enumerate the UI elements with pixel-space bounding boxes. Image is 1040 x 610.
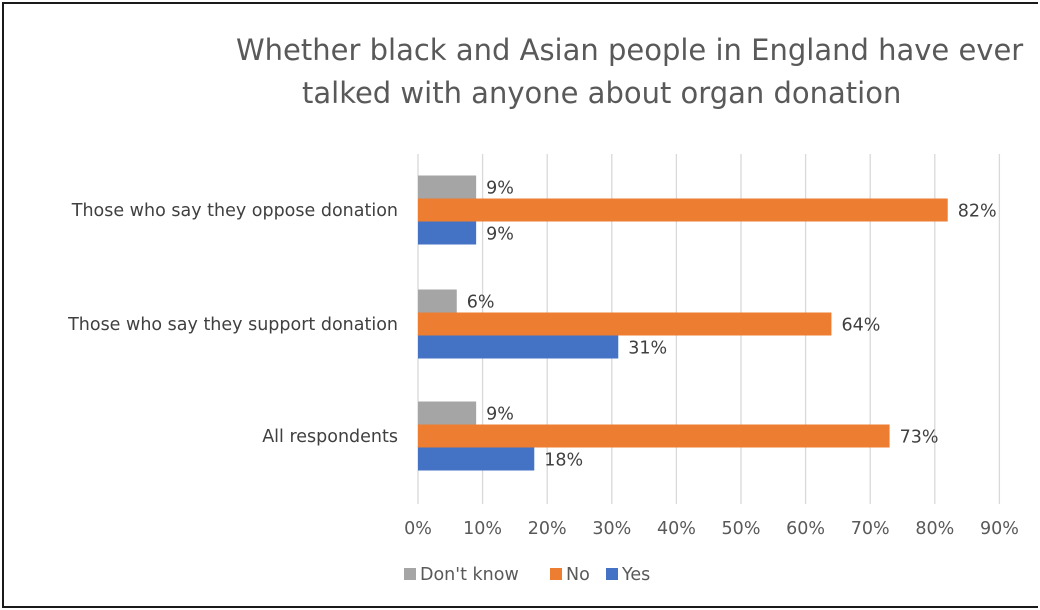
bar-no xyxy=(418,312,832,336)
x-tick-label: 50% xyxy=(722,519,761,539)
legend-swatch xyxy=(606,568,618,580)
value-axis: 0% 10% 20% 30% 40% 50% 60% 70% 80% 90% xyxy=(404,519,1019,539)
data-labels: 9% 6% 9% 82% 64% 73% 9% 31% 18% xyxy=(467,179,997,471)
data-label: 82% xyxy=(958,202,997,222)
bar-yes xyxy=(418,221,477,245)
bar-chart: Whether black and Asian people in Englan… xyxy=(67,33,1023,585)
data-label: 9% xyxy=(486,405,514,425)
bar-yes xyxy=(418,335,619,359)
data-label: 73% xyxy=(900,428,939,448)
data-label: 6% xyxy=(467,293,495,313)
bar-don-t-know xyxy=(418,401,477,425)
legend-label: Yes xyxy=(621,565,650,585)
bar-don-t-know xyxy=(418,289,457,313)
chart-title-line-1: Whether black and Asian people in Englan… xyxy=(236,33,1023,67)
bar-no xyxy=(418,198,948,222)
data-label: 64% xyxy=(841,316,880,336)
legend-swatch xyxy=(550,568,562,580)
legend-swatch xyxy=(404,568,416,580)
x-tick-label: 60% xyxy=(786,519,825,539)
x-tick-label: 20% xyxy=(528,519,567,539)
x-tick-label: 30% xyxy=(592,519,631,539)
data-label: 9% xyxy=(486,179,514,199)
category-label: Those who say they oppose donation xyxy=(71,201,398,221)
data-label: 9% xyxy=(486,225,514,245)
legend-label: Don't know xyxy=(420,565,519,585)
data-label: 31% xyxy=(628,339,667,359)
x-tick-label: 0% xyxy=(404,519,432,539)
bar-no xyxy=(418,424,890,448)
chart-title: Whether black and Asian people in Englan… xyxy=(236,33,1023,110)
category-label: All respondents xyxy=(262,427,398,447)
x-tick-label: 40% xyxy=(657,519,696,539)
bars xyxy=(418,175,948,471)
data-label: 18% xyxy=(544,451,583,471)
bar-yes xyxy=(418,447,535,471)
x-tick-label: 80% xyxy=(915,519,954,539)
x-tick-label: 90% xyxy=(980,519,1019,539)
legend-label: No xyxy=(566,565,590,585)
x-tick-label: 70% xyxy=(851,519,890,539)
category-axis: Those who say they oppose donation Those … xyxy=(67,201,398,447)
category-label: Those who say they support donation xyxy=(67,315,398,335)
chart-title-line-2: talked with anyone about organ donation xyxy=(302,76,901,110)
x-tick-label: 10% xyxy=(463,519,502,539)
bar-don-t-know xyxy=(418,175,477,199)
legend: Don't know No Yes xyxy=(404,565,650,585)
